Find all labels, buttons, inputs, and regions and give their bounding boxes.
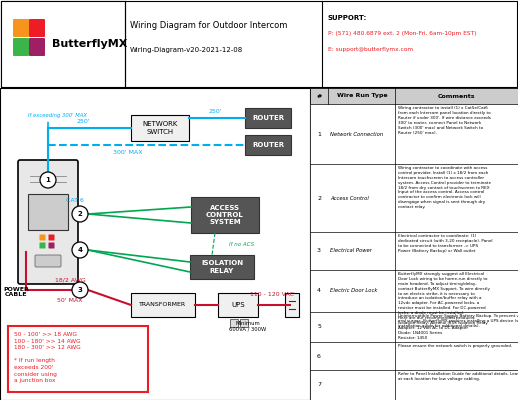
Text: 5: 5 xyxy=(317,324,321,330)
Text: ISOLATION
RELAY: ISOLATION RELAY xyxy=(201,260,243,274)
Text: TRANSFORMER: TRANSFORMER xyxy=(139,302,186,308)
FancyBboxPatch shape xyxy=(131,293,195,317)
Text: POWER
CABLE: POWER CABLE xyxy=(3,286,29,298)
Text: 4: 4 xyxy=(78,247,82,253)
Text: Network Connection: Network Connection xyxy=(330,132,383,136)
FancyBboxPatch shape xyxy=(310,104,518,164)
FancyBboxPatch shape xyxy=(230,319,238,327)
Text: CAT 6: CAT 6 xyxy=(66,198,84,202)
Text: NETWORK
SWITCH: NETWORK SWITCH xyxy=(142,121,178,135)
Text: 2: 2 xyxy=(317,196,321,200)
Text: Wiring contractor to coordinate with access
control provider. Install (1) x 18/2: Wiring contractor to coordinate with acc… xyxy=(398,166,491,209)
Text: 7: 7 xyxy=(317,382,321,388)
FancyBboxPatch shape xyxy=(310,270,518,312)
FancyBboxPatch shape xyxy=(310,164,518,232)
Text: E: support@butterflymx.com: E: support@butterflymx.com xyxy=(328,48,413,52)
Circle shape xyxy=(40,172,56,188)
Text: 6: 6 xyxy=(317,354,321,358)
FancyBboxPatch shape xyxy=(131,115,189,141)
FancyBboxPatch shape xyxy=(310,342,518,370)
FancyBboxPatch shape xyxy=(13,19,29,37)
FancyBboxPatch shape xyxy=(49,234,54,240)
Text: Minimum
600VA / 300W: Minimum 600VA / 300W xyxy=(229,321,267,332)
Text: ButterflyMX strongly suggest all Electrical
Door Lock wiring to be home-run dire: ButterflyMX strongly suggest all Electri… xyxy=(398,272,490,340)
FancyBboxPatch shape xyxy=(310,370,518,400)
FancyBboxPatch shape xyxy=(245,135,291,155)
FancyBboxPatch shape xyxy=(29,38,45,56)
Text: 2: 2 xyxy=(78,211,82,217)
Text: Comments: Comments xyxy=(438,94,476,98)
FancyBboxPatch shape xyxy=(1,1,517,87)
Text: #: # xyxy=(316,94,322,98)
FancyBboxPatch shape xyxy=(49,242,54,248)
Text: Please ensure the network switch is properly grounded.: Please ensure the network switch is prop… xyxy=(398,344,512,348)
Circle shape xyxy=(72,282,88,298)
Text: Electrical contractor to coordinate: (1)
dedicated circuit (with 3-20 receptacle: Electrical contractor to coordinate: (1)… xyxy=(398,234,493,253)
Text: ACCESS
CONTROL
SYSTEM: ACCESS CONTROL SYSTEM xyxy=(206,204,244,226)
Text: 50 - 100' >> 18 AWG
100 - 180' >> 14 AWG
180 - 300' >> 12 AWG

* If run length
e: 50 - 100' >> 18 AWG 100 - 180' >> 14 AWG… xyxy=(14,332,81,383)
FancyBboxPatch shape xyxy=(39,242,46,248)
Text: 18/2 AWG: 18/2 AWG xyxy=(54,277,85,282)
FancyBboxPatch shape xyxy=(310,232,518,270)
Text: Refer to Panel Installation Guide for additional details. Leave 6' service loop
: Refer to Panel Installation Guide for ad… xyxy=(398,372,518,381)
Text: Access Control: Access Control xyxy=(330,196,369,200)
FancyBboxPatch shape xyxy=(28,194,68,230)
Text: 110 - 120 VAC: 110 - 120 VAC xyxy=(250,292,294,297)
Text: Electric Door Lock: Electric Door Lock xyxy=(330,288,378,294)
Text: Wiring contractor to install (1) x Cat5e/Cat6
from each Intercom panel location : Wiring contractor to install (1) x Cat5e… xyxy=(398,106,491,134)
Text: ButterflyMX: ButterflyMX xyxy=(52,39,127,49)
Circle shape xyxy=(72,242,88,258)
Text: 3: 3 xyxy=(317,248,321,254)
FancyBboxPatch shape xyxy=(0,88,310,400)
FancyBboxPatch shape xyxy=(18,160,78,284)
Text: 50' MAX: 50' MAX xyxy=(57,298,83,303)
FancyBboxPatch shape xyxy=(310,88,518,400)
Text: 1: 1 xyxy=(317,132,321,136)
FancyBboxPatch shape xyxy=(310,312,518,342)
Text: UPS: UPS xyxy=(231,302,245,308)
Text: 250': 250' xyxy=(76,119,90,124)
Text: 3: 3 xyxy=(78,287,82,293)
FancyBboxPatch shape xyxy=(8,326,148,392)
FancyBboxPatch shape xyxy=(245,108,291,128)
FancyBboxPatch shape xyxy=(39,234,46,240)
FancyBboxPatch shape xyxy=(310,88,518,104)
FancyBboxPatch shape xyxy=(240,319,248,327)
Text: Wire Run Type: Wire Run Type xyxy=(337,94,387,98)
Text: ROUTER: ROUTER xyxy=(252,115,284,121)
FancyBboxPatch shape xyxy=(13,38,29,56)
Text: SUPPORT:: SUPPORT: xyxy=(328,15,367,21)
Text: P: (571) 480.6879 ext. 2 (Mon-Fri, 6am-10pm EST): P: (571) 480.6879 ext. 2 (Mon-Fri, 6am-1… xyxy=(328,32,477,36)
Text: 4: 4 xyxy=(317,288,321,294)
Text: 300' MAX: 300' MAX xyxy=(113,150,143,155)
Text: Wiring-Diagram-v20-2021-12-08: Wiring-Diagram-v20-2021-12-08 xyxy=(130,47,243,53)
FancyBboxPatch shape xyxy=(29,19,45,37)
FancyBboxPatch shape xyxy=(190,255,254,279)
Text: Wiring Diagram for Outdoor Intercom: Wiring Diagram for Outdoor Intercom xyxy=(130,22,287,30)
FancyBboxPatch shape xyxy=(191,197,259,233)
Text: If no ACS: If no ACS xyxy=(229,242,254,246)
FancyBboxPatch shape xyxy=(35,255,61,267)
Text: 250': 250' xyxy=(208,109,222,114)
Circle shape xyxy=(72,206,88,222)
Text: ROUTER: ROUTER xyxy=(252,142,284,148)
Text: 1: 1 xyxy=(46,177,50,183)
FancyBboxPatch shape xyxy=(1,1,125,87)
Text: If exceeding 300' MAX: If exceeding 300' MAX xyxy=(28,114,87,118)
Text: Uninterruptible Power Supply Battery Backup. To prevent voltage drops
and surges: Uninterruptible Power Supply Battery Bac… xyxy=(398,314,518,328)
FancyBboxPatch shape xyxy=(218,293,258,317)
FancyBboxPatch shape xyxy=(285,293,299,317)
Text: Electrical Power: Electrical Power xyxy=(330,248,372,254)
